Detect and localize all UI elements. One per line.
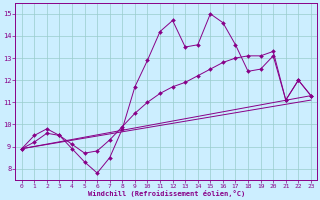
X-axis label: Windchill (Refroidissement éolien,°C): Windchill (Refroidissement éolien,°C) [88,190,245,197]
